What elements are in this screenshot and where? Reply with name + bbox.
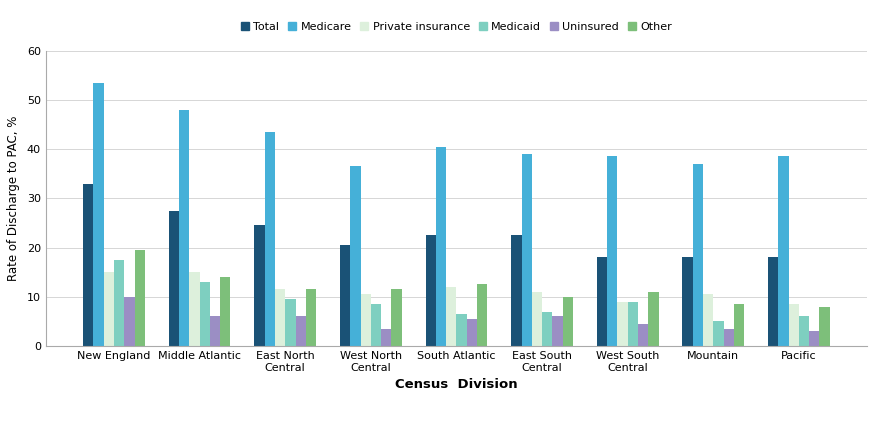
Bar	[456, 314, 467, 346]
Bar	[531, 292, 542, 346]
X-axis label: Census  Division: Census Division	[395, 378, 517, 391]
Legend: Total, Medicare, Private insurance, Medicaid, Uninsured, Other: Total, Medicare, Private insurance, Medi…	[237, 18, 676, 37]
Bar	[295, 316, 306, 346]
Bar	[361, 295, 371, 346]
Bar	[713, 322, 724, 346]
Bar	[350, 166, 361, 346]
Bar	[254, 225, 265, 346]
Bar	[477, 284, 488, 346]
Bar	[436, 146, 447, 346]
Bar	[467, 319, 477, 346]
Bar	[597, 257, 607, 346]
Bar	[563, 297, 572, 346]
Bar	[734, 304, 744, 346]
Bar	[820, 307, 829, 346]
Bar	[542, 311, 552, 346]
Bar	[724, 329, 734, 346]
Bar	[199, 282, 210, 346]
Bar	[649, 292, 658, 346]
Bar	[220, 277, 231, 346]
Bar	[190, 272, 199, 346]
Bar	[169, 211, 179, 346]
Y-axis label: Rate of Discharge to PAC, %: Rate of Discharge to PAC, %	[7, 116, 20, 281]
Bar	[809, 331, 820, 346]
Bar	[683, 257, 693, 346]
Bar	[306, 289, 316, 346]
Bar	[799, 316, 809, 346]
Bar	[124, 297, 135, 346]
Bar	[285, 299, 295, 346]
Bar	[135, 250, 145, 346]
Bar	[617, 302, 628, 346]
Bar	[371, 304, 381, 346]
Bar	[104, 272, 114, 346]
Bar	[607, 157, 617, 346]
Bar	[552, 316, 563, 346]
Bar	[779, 157, 788, 346]
Bar	[83, 184, 94, 346]
Bar	[94, 83, 104, 346]
Bar	[628, 302, 638, 346]
Bar	[522, 154, 531, 346]
Bar	[703, 295, 713, 346]
Bar	[210, 316, 220, 346]
Bar	[392, 289, 402, 346]
Bar	[768, 257, 779, 346]
Bar	[788, 304, 799, 346]
Bar	[381, 329, 392, 346]
Bar	[340, 245, 350, 346]
Bar	[511, 235, 522, 346]
Bar	[265, 132, 275, 346]
Bar	[426, 235, 436, 346]
Bar	[638, 324, 649, 346]
Bar	[114, 260, 124, 346]
Bar	[275, 289, 285, 346]
Bar	[179, 110, 190, 346]
Bar	[447, 287, 456, 346]
Bar	[693, 164, 703, 346]
